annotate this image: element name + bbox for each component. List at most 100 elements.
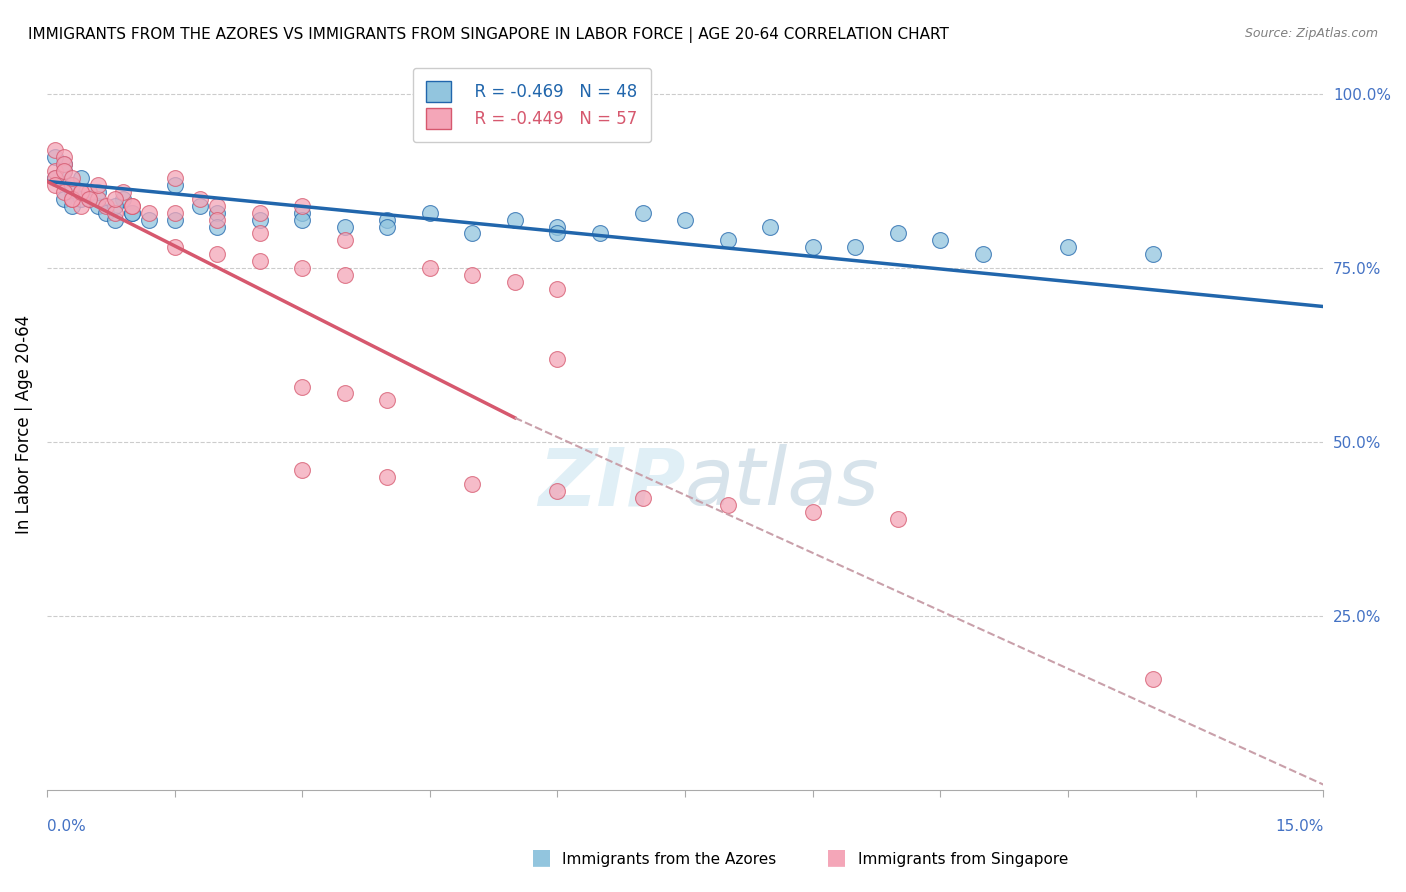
- Point: [44, 178, 66, 192]
- Point: [96, 205, 118, 219]
- Point: [503, 212, 526, 227]
- Point: [249, 254, 271, 268]
- Point: [138, 212, 160, 227]
- Point: [503, 275, 526, 289]
- Point: [717, 498, 740, 512]
- Point: [249, 205, 271, 219]
- Point: [70, 185, 93, 199]
- Point: [205, 205, 228, 219]
- Point: [138, 205, 160, 219]
- Point: [419, 261, 441, 276]
- Point: [44, 150, 66, 164]
- Point: [62, 170, 84, 185]
- Point: [163, 240, 186, 254]
- Point: [801, 505, 824, 519]
- Point: [70, 199, 93, 213]
- Point: [887, 511, 910, 525]
- Point: [52, 164, 75, 178]
- Point: [1057, 240, 1080, 254]
- Point: [291, 261, 314, 276]
- Text: Immigrants from Singapore: Immigrants from Singapore: [858, 852, 1069, 867]
- Point: [291, 463, 314, 477]
- Point: [205, 212, 228, 227]
- Point: [70, 185, 93, 199]
- Point: [546, 219, 568, 234]
- Point: [333, 386, 356, 401]
- Point: [44, 170, 66, 185]
- Point: [249, 212, 271, 227]
- Point: [163, 212, 186, 227]
- Point: [801, 240, 824, 254]
- Point: [461, 476, 484, 491]
- Point: [163, 170, 186, 185]
- Point: [62, 185, 84, 199]
- Point: [887, 227, 910, 241]
- Point: [673, 212, 696, 227]
- Point: [52, 157, 75, 171]
- Point: [87, 192, 110, 206]
- Point: [121, 199, 143, 213]
- Point: [104, 205, 127, 219]
- Text: ■: ■: [531, 847, 551, 867]
- Point: [546, 351, 568, 366]
- Point: [419, 205, 441, 219]
- Point: [375, 219, 398, 234]
- Point: [546, 282, 568, 296]
- Point: [375, 393, 398, 408]
- Point: [333, 219, 356, 234]
- Text: Immigrants from the Azores: Immigrants from the Azores: [562, 852, 776, 867]
- Point: [589, 227, 612, 241]
- Point: [929, 234, 952, 248]
- Point: [188, 192, 211, 206]
- Point: [104, 212, 127, 227]
- Legend:   R = -0.469   N = 48,   R = -0.449   N = 57: R = -0.469 N = 48, R = -0.449 N = 57: [413, 68, 651, 142]
- Point: [1142, 247, 1164, 261]
- Point: [44, 170, 66, 185]
- Point: [52, 150, 75, 164]
- Point: [291, 205, 314, 219]
- Point: [163, 178, 186, 192]
- Text: 0.0%: 0.0%: [46, 819, 86, 834]
- Point: [1142, 672, 1164, 686]
- Point: [79, 192, 101, 206]
- Point: [121, 199, 143, 213]
- Point: [79, 192, 101, 206]
- Point: [205, 199, 228, 213]
- Point: [121, 205, 143, 219]
- Point: [96, 199, 118, 213]
- Point: [844, 240, 866, 254]
- Point: [121, 205, 143, 219]
- Point: [87, 178, 110, 192]
- Point: [188, 199, 211, 213]
- Point: [52, 164, 75, 178]
- Point: [62, 199, 84, 213]
- Point: [631, 205, 654, 219]
- Point: [52, 185, 75, 199]
- Point: [112, 185, 135, 199]
- Point: [291, 199, 314, 213]
- Y-axis label: In Labor Force | Age 20-64: In Labor Force | Age 20-64: [15, 315, 32, 534]
- Point: [104, 192, 127, 206]
- Text: 15.0%: 15.0%: [1275, 819, 1323, 834]
- Point: [70, 192, 93, 206]
- Point: [52, 157, 75, 171]
- Point: [333, 234, 356, 248]
- Point: [461, 268, 484, 283]
- Point: [375, 212, 398, 227]
- Point: [87, 185, 110, 199]
- Text: IMMIGRANTS FROM THE AZORES VS IMMIGRANTS FROM SINGAPORE IN LABOR FORCE | AGE 20-: IMMIGRANTS FROM THE AZORES VS IMMIGRANTS…: [28, 27, 949, 43]
- Point: [333, 268, 356, 283]
- Point: [249, 227, 271, 241]
- Point: [62, 178, 84, 192]
- Point: [631, 491, 654, 505]
- Text: Source: ZipAtlas.com: Source: ZipAtlas.com: [1244, 27, 1378, 40]
- Point: [717, 234, 740, 248]
- Point: [291, 212, 314, 227]
- Point: [44, 164, 66, 178]
- Point: [62, 178, 84, 192]
- Point: [62, 192, 84, 206]
- Text: ZIP: ZIP: [537, 444, 685, 522]
- Point: [79, 185, 101, 199]
- Point: [44, 143, 66, 157]
- Point: [546, 483, 568, 498]
